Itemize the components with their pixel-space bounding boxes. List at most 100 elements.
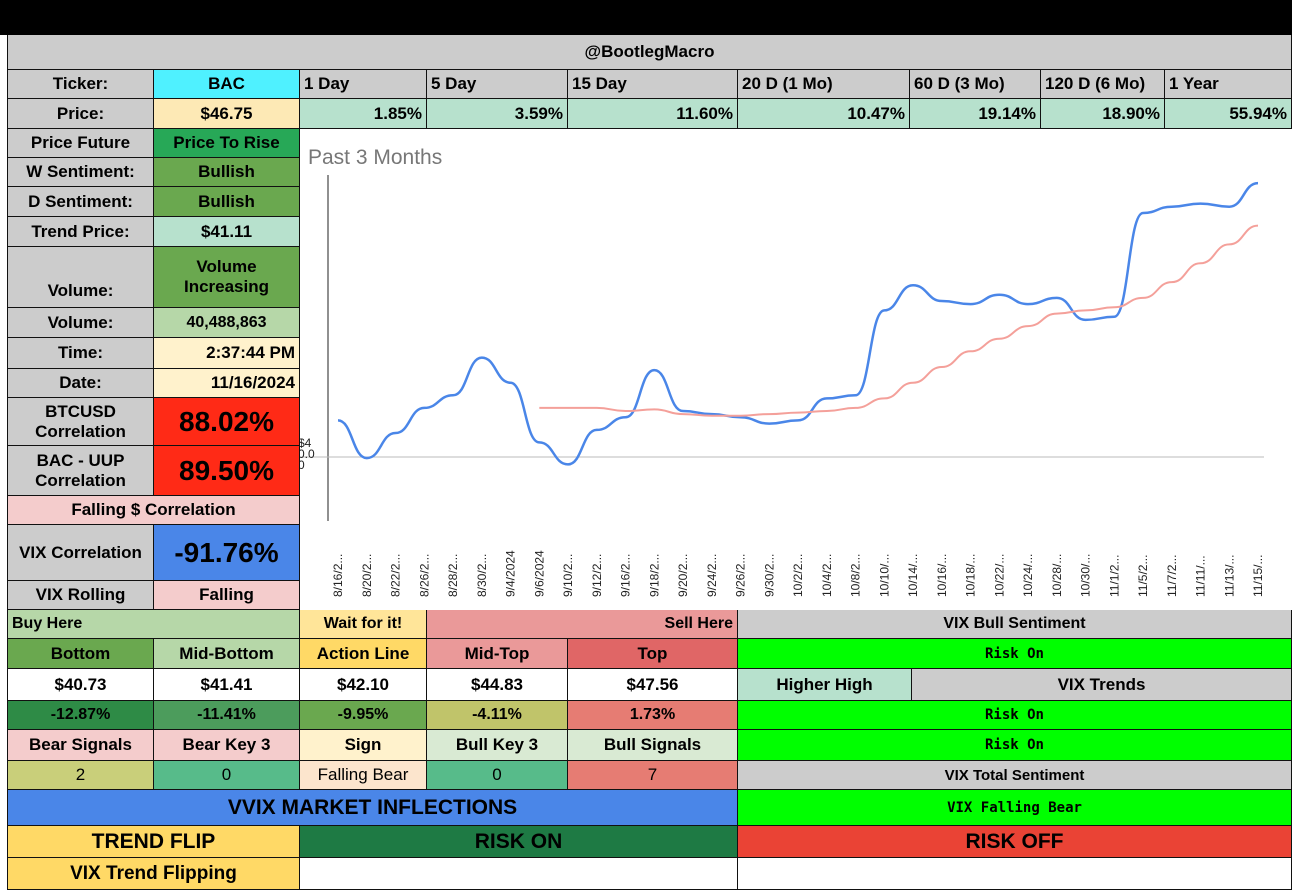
- level-price-bottom: $40.73: [8, 669, 154, 701]
- w-sentiment-value: Bullish: [154, 158, 300, 187]
- level-pct-mid-top: -4.11%: [427, 701, 568, 730]
- x-tick-label: 8/26/2...: [417, 554, 431, 597]
- x-tick-label: 9/12/2...: [590, 554, 604, 597]
- signal-value-bull-signals: 7: [568, 761, 738, 790]
- volume-label-2: Volume:: [8, 308, 154, 338]
- chart-title: Past 3 Months: [308, 146, 442, 169]
- x-tick-label: 9/6/2024: [532, 550, 546, 597]
- series-line-price: [337, 181, 1259, 466]
- time-value: 2:37:44 PM: [154, 338, 300, 369]
- x-tick-label: 10/4/2...: [820, 554, 834, 597]
- d-sentiment-value: Bullish: [154, 187, 300, 217]
- x-tick-label: 11/13/...: [1222, 555, 1236, 597]
- x-tick-label: 11/11/...: [1194, 555, 1208, 597]
- x-tick-label: 9/26/2...: [734, 554, 748, 597]
- ticker-value[interactable]: BAC: [154, 70, 300, 99]
- signal-header-bull-signals: Bull Signals: [568, 730, 738, 761]
- y-tick-label: 0: [300, 458, 305, 472]
- vix-trend-flipping-label: VIX Trend Flipping: [8, 858, 300, 890]
- signal-header-bear-signals: Bear Signals: [8, 730, 154, 761]
- x-tick-label: 10/24/...: [1021, 554, 1035, 597]
- time-label: Time:: [8, 338, 154, 369]
- period-label-120d: 120 D (6 Mo): [1041, 70, 1165, 99]
- period-value-60d: 19.14%: [910, 99, 1041, 129]
- btcusd-correlation-label: BTCUSD Correlation: [8, 398, 154, 446]
- period-value-5d: 3.59%: [427, 99, 568, 129]
- higher-high-label: Higher High: [738, 669, 912, 701]
- x-tick-label: 11/5/2...: [1136, 555, 1150, 597]
- x-tick-label: 10/2/2...: [791, 554, 805, 597]
- price-value: $46.75: [154, 99, 300, 129]
- ticker-label: Ticker:: [8, 70, 154, 99]
- window-top-bar: [0, 0, 1292, 35]
- period-label-60d: 60 D (3 Mo): [910, 70, 1041, 99]
- buy-here-label: Buy Here: [8, 610, 300, 639]
- vix-trends-label: VIX Trends: [912, 669, 1292, 701]
- period-label-1d: 1 Day: [300, 70, 427, 99]
- level-pct-bottom: -12.87%: [8, 701, 154, 730]
- x-tick-label: 9/24/2...: [705, 554, 719, 597]
- vvix-market-inflections: VVIX MARKET INFLECTIONS: [8, 790, 738, 826]
- wait-for-it-label: Wait for it!: [300, 610, 427, 639]
- trend-flip-label: TREND FLIP: [8, 826, 300, 858]
- risk-on-label: RISK ON: [300, 826, 738, 858]
- vix-total-sentiment-value: VIX Falling Bear: [738, 790, 1292, 826]
- x-tick-label: 8/22/2...: [389, 554, 403, 597]
- level-header-mid-bottom: Mid-Bottom: [154, 639, 300, 669]
- y-tick-label: $4: [300, 436, 312, 450]
- w-sentiment-label: W Sentiment:: [8, 158, 154, 187]
- x-tick-label: 10/8/2...: [849, 554, 863, 597]
- risk-on-empty-cell: [300, 858, 738, 890]
- x-tick-label: 8/20/2...: [360, 554, 374, 597]
- x-tick-label: 9/4/2024: [504, 550, 518, 597]
- x-tick-label: 9/18/2...: [647, 554, 661, 597]
- risk-off-empty-cell: [738, 858, 1292, 890]
- x-tick-label: 10/28/...: [1050, 554, 1064, 597]
- vix-bull-sentiment-label: VIX Bull Sentiment: [738, 610, 1292, 639]
- falling-dollar-correlation: Falling $ Correlation: [8, 496, 300, 525]
- x-tick-label: 8/28/2...: [446, 554, 460, 597]
- date-value: 11/16/2024: [154, 369, 300, 398]
- signal-header-bear-key-3: Bear Key 3: [154, 730, 300, 761]
- x-tick-label: 9/10/2...: [561, 554, 575, 597]
- series-line-trend: [539, 224, 1259, 417]
- period-label-5d: 5 Day: [427, 70, 568, 99]
- price-chart-svg: Past 3 Months $40.00 8/16/2... 8/20/2... 8/2…: [300, 146, 1265, 597]
- x-tick-label: 8/30/2...: [475, 554, 489, 597]
- period-value-15d: 11.60%: [568, 99, 738, 129]
- level-header-top: Top: [568, 639, 738, 669]
- date-label: Date:: [8, 369, 154, 398]
- volume-label: Volume:: [8, 247, 154, 308]
- volume-status: Volume Increasing: [154, 247, 300, 308]
- price-future-label: Price Future: [8, 129, 154, 158]
- x-tick-label: 10/18/...: [964, 554, 978, 597]
- vix-correlation-label: VIX Correlation: [8, 525, 154, 581]
- period-value-1y: 55.94%: [1165, 99, 1292, 129]
- d-sentiment-label: D Sentiment:: [8, 187, 154, 217]
- level-header-bottom: Bottom: [8, 639, 154, 669]
- vix-trend-2-value: Risk On: [738, 730, 1292, 761]
- signal-header-bull-key-3: Bull Key 3: [427, 730, 568, 761]
- volume-value: 40,488,863: [154, 308, 300, 338]
- level-price-mid-bottom: $41.41: [154, 669, 300, 701]
- vix-bull-sentiment-value: Risk On: [738, 639, 1292, 669]
- risk-off-label: RISK OFF: [738, 826, 1292, 858]
- x-tick-label: 11/1/2...: [1107, 555, 1121, 597]
- period-label-20d: 20 D (1 Mo): [738, 70, 910, 99]
- x-tick-label: 10/14/...: [906, 554, 920, 597]
- x-tick-label: 10/30/...: [1079, 554, 1093, 597]
- period-value-120d: 18.90%: [1041, 99, 1165, 129]
- vix-rolling-label: VIX Rolling: [8, 581, 154, 610]
- level-price-top: $47.56: [568, 669, 738, 701]
- signal-value-bull-key-3: 0: [427, 761, 568, 790]
- y-tick-label: 0.0: [300, 447, 315, 461]
- x-tick-label: 8/16/2...: [331, 554, 345, 597]
- level-pct-mid-bottom: -11.41%: [154, 701, 300, 730]
- period-label-1y: 1 Year: [1165, 70, 1292, 99]
- vix-correlation-value: -91.76%: [154, 525, 300, 581]
- x-tick-label: 10/22/...: [992, 554, 1006, 597]
- level-pct-action-line: -9.95%: [300, 701, 427, 730]
- level-price-action-line: $42.10: [300, 669, 427, 701]
- signal-value-bear-signals: 2: [8, 761, 154, 790]
- sheet-title: @BootlegMacro: [8, 35, 1292, 70]
